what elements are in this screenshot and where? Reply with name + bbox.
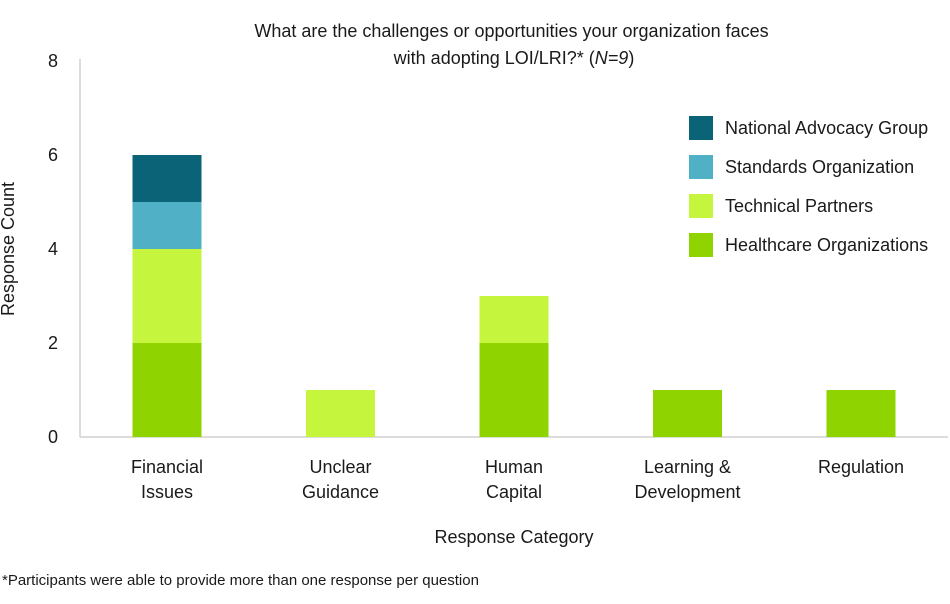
bar-segment bbox=[826, 390, 896, 437]
legend-swatch bbox=[689, 155, 713, 179]
y-tick-labels: 0 2 4 6 8 bbox=[48, 51, 58, 447]
y-tick-label: 8 bbox=[48, 51, 58, 71]
legend-label: Technical Partners bbox=[725, 196, 873, 216]
x-tick-labels: Financial Issues Unclear Guidance Human Capit… bbox=[131, 457, 904, 502]
footnote: *Participants were able to provide more … bbox=[2, 572, 479, 589]
bar-segment bbox=[306, 390, 375, 437]
chart-title-line2: with adopting LOI/LRI?* ( bbox=[393, 48, 595, 68]
legend-label: Healthcare Organizations bbox=[725, 235, 928, 255]
x-tick-label: Unclear Guidance bbox=[302, 457, 379, 502]
bar-segment bbox=[653, 390, 722, 437]
chart-title-n: N=9 bbox=[595, 48, 629, 68]
chart-title-line2-suffix: ) bbox=[628, 48, 634, 68]
legend-swatch bbox=[689, 233, 713, 257]
legend-label: Standards Organization bbox=[725, 157, 914, 177]
legend-swatch bbox=[689, 194, 713, 218]
y-tick-label: 4 bbox=[48, 239, 58, 259]
x-tick-label: Regulation bbox=[818, 457, 904, 477]
x-axis-label: Response Category bbox=[434, 527, 593, 547]
y-tick-label: 2 bbox=[48, 333, 58, 353]
legend-swatch bbox=[689, 116, 713, 140]
x-tick-label: Human Capital bbox=[485, 457, 543, 502]
legend: National Advocacy Group Standards Organiz… bbox=[689, 116, 928, 257]
y-tick-label: 6 bbox=[48, 145, 58, 165]
bar-segment bbox=[132, 249, 202, 343]
bar-segment bbox=[132, 343, 202, 437]
chart-title: What are the challenges or opportunities… bbox=[254, 21, 773, 68]
bar-segment bbox=[479, 296, 549, 343]
bar-segment bbox=[132, 202, 202, 249]
chart-title-line1: What are the challenges or opportunities… bbox=[254, 21, 768, 41]
bar-segment bbox=[479, 343, 549, 437]
bar-segment bbox=[132, 155, 202, 202]
y-axis-label: Response Count bbox=[0, 182, 18, 316]
bars bbox=[132, 155, 896, 437]
legend-label: National Advocacy Group bbox=[725, 118, 928, 138]
y-tick-label: 0 bbox=[48, 427, 58, 447]
x-tick-label: Learning & Development bbox=[634, 457, 740, 502]
x-tick-label: Financial Issues bbox=[131, 457, 203, 502]
